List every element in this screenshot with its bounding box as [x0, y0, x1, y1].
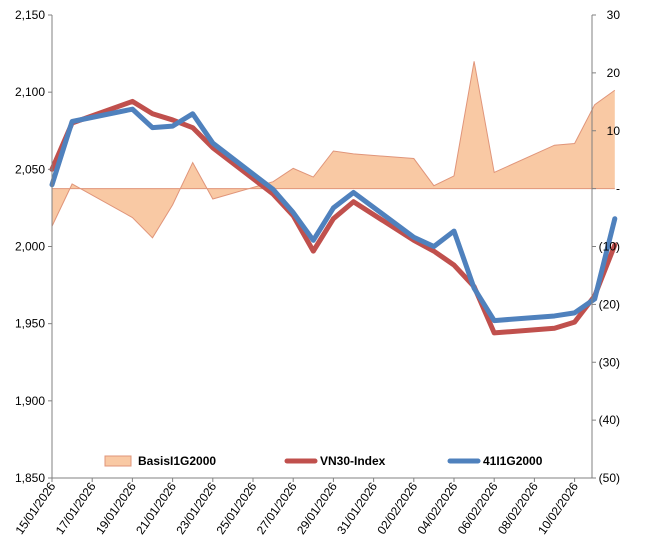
x-tick-label: 02/02/2026	[374, 479, 420, 536]
legend-swatch-basisi1g2000	[104, 455, 132, 467]
basis-area	[52, 61, 615, 238]
x-tick-label: 10/02/2026	[535, 479, 581, 536]
x-tick-label: 29/01/2026	[294, 479, 340, 536]
right-tick-label: (30)	[599, 355, 620, 369]
x-tick-label: 25/01/2026	[214, 479, 260, 536]
legend-label-41i1g2000: 41I1G2000	[483, 454, 543, 468]
left-tick-label: 2,100	[15, 85, 45, 99]
legend-label-basisi1g2000: BasisI1G2000	[138, 454, 216, 468]
x-tick-label: 27/01/2026	[254, 479, 300, 536]
series-line-vn30-index	[49, 98, 618, 336]
x-tick-label: 06/02/2026	[455, 479, 501, 536]
left-axis-ticks: 1,850 1,900 1,950 2,000 2,050 2,100 2,150	[15, 8, 52, 485]
right-tick-label: (20)	[599, 297, 620, 311]
x-axis-ticks: 15/01/202617/01/202619/01/202621/01/2026…	[13, 478, 581, 537]
x-tick-label: 31/01/2026	[334, 479, 380, 536]
left-tick-label: 1,950	[15, 317, 45, 331]
x-tick-label: 04/02/2026	[415, 479, 461, 536]
basis-area-layer	[51, 61, 616, 239]
right-tick-label: (50)	[599, 471, 620, 485]
right-tick-label: 10	[607, 124, 621, 138]
x-tick-label: 17/01/2026	[53, 479, 99, 536]
legend-label-vn30-index: VN30-Index	[320, 454, 386, 468]
x-tick-label: 19/01/2026	[93, 479, 139, 536]
x-tick-label: 23/01/2026	[173, 479, 219, 536]
left-tick-label: 2,050	[15, 162, 45, 176]
right-tick-label: -	[616, 182, 620, 196]
axes-layer	[51, 15, 593, 479]
legend: BasisI1G2000 VN30-Index 41I1G2000	[104, 454, 543, 468]
right-tick-label: (40)	[599, 413, 620, 427]
basis-area-edge	[51, 61, 616, 239]
right-tick-label: 20	[607, 66, 621, 80]
series-line-41i1g2000	[49, 106, 618, 324]
x-tick-label: 15/01/2026	[13, 479, 59, 536]
left-tick-label: 2,150	[15, 8, 45, 22]
right-axis-ticks: (50) (40) (30) (20) (10) - 10 20 30	[592, 8, 620, 485]
left-tick-label: 2,000	[15, 240, 45, 254]
right-tick-label: (10)	[599, 240, 620, 254]
left-tick-label: 1,900	[15, 394, 45, 408]
x-tick-label: 21/01/2026	[133, 479, 179, 536]
lines-layer	[49, 98, 618, 336]
left-tick-label: 1,850	[15, 471, 45, 485]
x-tick-label: 08/02/2026	[495, 479, 541, 536]
right-tick-label: 30	[607, 8, 621, 22]
